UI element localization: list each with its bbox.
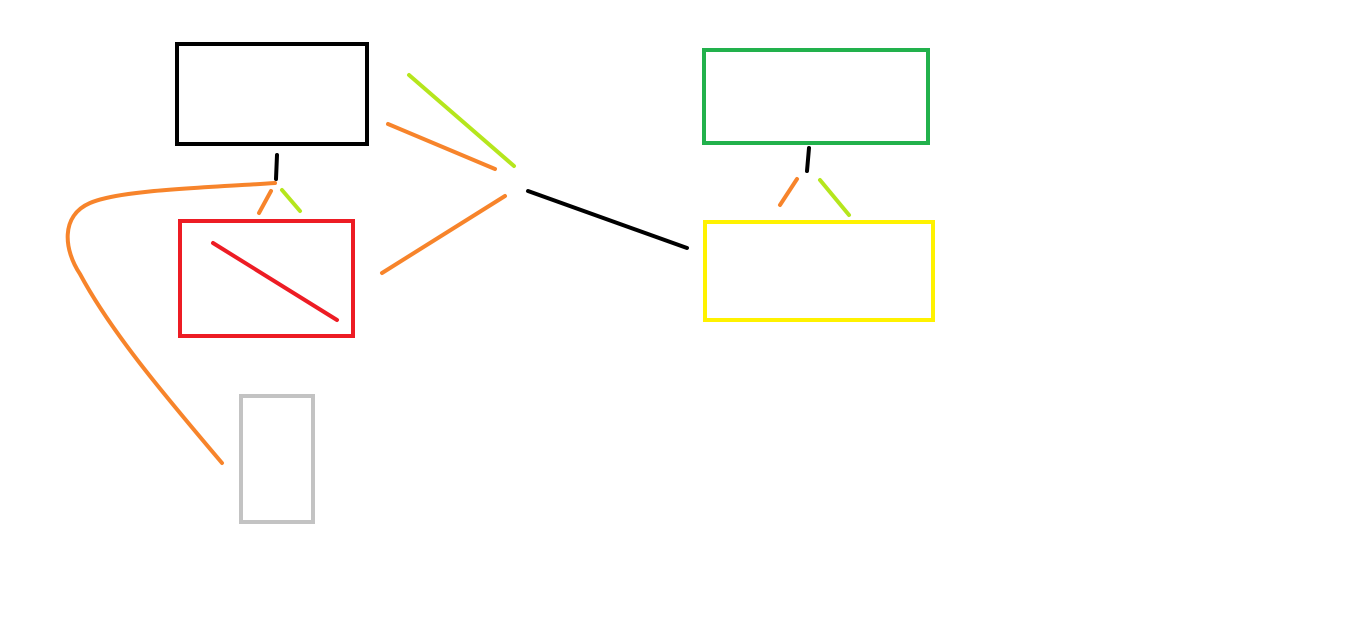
orange-fan-line-lower [380,194,507,275]
black-connector-right [805,146,811,173]
red-diagonal-line [211,241,339,322]
black-connector-left [274,153,279,181]
green-box [702,48,930,145]
lime-connector-left [280,188,302,213]
orange-connector-right [778,177,799,207]
lime-fan-line [407,73,516,168]
gray-box [239,394,315,524]
orange-connector-left [257,189,273,215]
black-box [175,42,369,146]
black-connector-center [526,189,689,250]
yellow-box [703,220,935,322]
lime-connector-right [818,178,851,217]
orange-curve-connector [65,181,277,465]
orange-fan-line-upper [386,122,497,171]
red-box [178,219,355,338]
